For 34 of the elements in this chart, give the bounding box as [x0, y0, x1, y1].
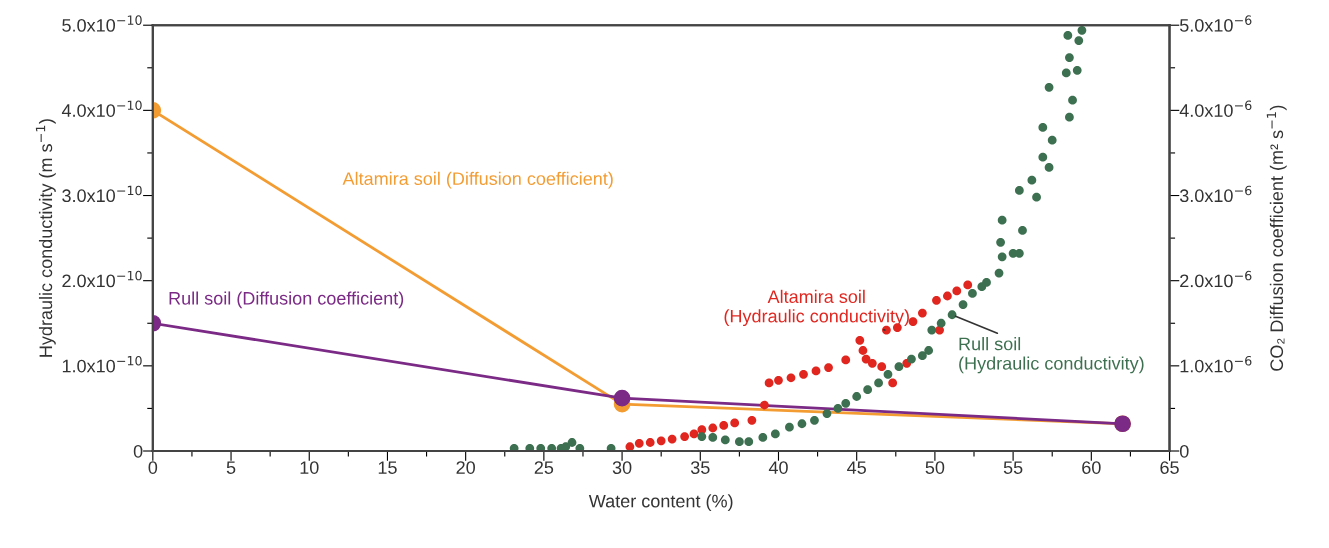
- x-tick-label: 35: [690, 461, 710, 474]
- series-label: Rull soil (Hydraulic conductivity): [959, 337, 1144, 374]
- y-tick-label: 2.0x10$^{−10}$: [62, 270, 142, 288]
- x-tick-label: 60: [1082, 461, 1101, 474]
- series-label: Rull soil (Diffusion coefficient): [169, 291, 404, 309]
- x-tick-label: 50: [925, 461, 945, 474]
- y-tick-label: 4.0x10$^{−10}$: [61, 100, 142, 117]
- x-axis-title: Water content (%): [588, 494, 733, 512]
- x-tick-label: 30: [612, 461, 632, 474]
- y-tick-label: 1.0x10$^{−10}$: [62, 355, 142, 373]
- series-label: Altamira soil (Diffusion coefficient): [342, 171, 613, 189]
- x-tick-label: 5: [226, 461, 236, 474]
- y2-axis-title: CO₂ Diffusion coefficient (m² s$^{−1}$): [1266, 105, 1287, 371]
- y2-tick-label: 2.0x10$^{−6}$: [1180, 270, 1252, 288]
- x-tick-label: 65: [1160, 461, 1179, 474]
- y2-tick-label: 4.0x10$^{−6}$: [1179, 100, 1252, 117]
- y2-tick-label: 3.0x10$^{−6}$: [1179, 185, 1252, 203]
- x-tick-label: 45: [847, 461, 866, 474]
- series-label: Altamira soil (Hydraulic conductivity): [724, 289, 909, 327]
- y-tick-label: 3.0x10$^{−10}$: [62, 185, 142, 203]
- x-tick-label: 20: [456, 461, 475, 474]
- y2-tick-label: 1.0x10$^{−6}$: [1180, 355, 1252, 373]
- point: [613, 389, 631, 407]
- y-tick-label: 0: [133, 444, 143, 458]
- x-tick-label: 0: [148, 461, 158, 474]
- y2-tick-label: 0: [1179, 444, 1189, 458]
- x-tick-label: 10: [300, 461, 319, 474]
- x-tick-label: 40: [768, 461, 788, 474]
- y-axis-title: Hydraulic conductivity (m s$^{−1}$): [35, 119, 56, 357]
- x-tick-label: 15: [378, 461, 397, 474]
- y-tick-label: 5.0x10$^{−10}$: [62, 15, 142, 32]
- x-tick-label: 25: [534, 461, 554, 474]
- y2-tick-label: 5.0x10$^{−6}$: [1179, 15, 1252, 32]
- x-tick-label: 55: [1003, 461, 1023, 474]
